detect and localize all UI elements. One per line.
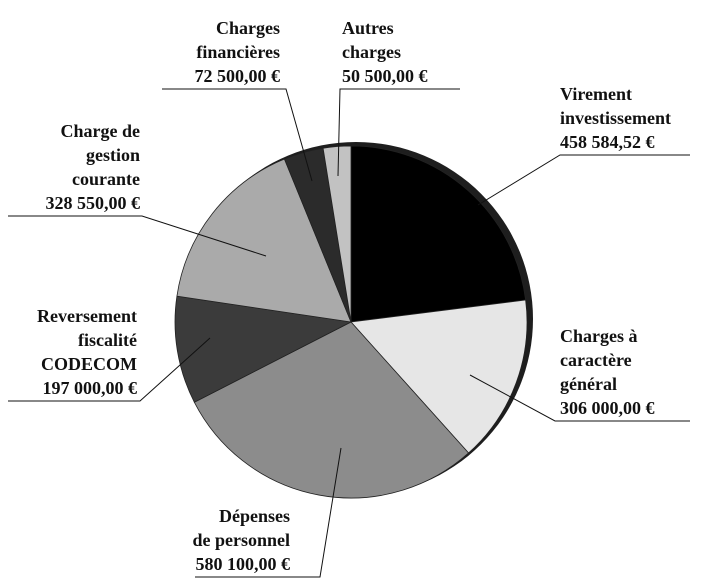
pie-slice <box>174 295 353 403</box>
category-name: Charges à caractère général <box>560 326 638 394</box>
pie-slice <box>350 299 528 454</box>
category-name: Charges financières <box>196 18 280 62</box>
category-name: Dépenses de personnel <box>192 506 290 550</box>
pie-slice <box>350 145 527 323</box>
slice-label: Charges à caractère général 306 000,00 € <box>560 324 655 420</box>
value-label: 50 500,00 € <box>342 66 428 86</box>
slice-label: Virement investissement 458 584,52 € <box>560 82 671 154</box>
pie-slice <box>322 145 352 323</box>
leader-line <box>469 374 690 422</box>
value-label: 458 584,52 € <box>560 132 655 152</box>
category-name: Reversement fiscalité CODECOM <box>37 306 137 374</box>
category-name: Charge de gestion courante <box>60 121 141 189</box>
leader-line <box>195 447 342 578</box>
slice-label: Charges financières 72 500,00 € <box>195 16 281 88</box>
value-label: 197 000,00 € <box>42 378 138 398</box>
pie-slice <box>176 158 352 323</box>
slice-label: Dépenses de personnel 580 100,00 € <box>192 504 290 576</box>
leader-line <box>162 88 313 182</box>
category-name: Virement investissement <box>560 84 671 128</box>
value-label: 580 100,00 € <box>195 554 291 574</box>
slice-label: Autres charges 50 500,00 € <box>342 16 428 88</box>
pie-slice <box>193 321 470 499</box>
slice-label: Reversement fiscalité CODECOM 197 000,00 … <box>37 304 137 400</box>
leader-line <box>8 337 211 402</box>
value-label: 328 550,00 € <box>45 193 141 213</box>
category-name: Autres charges <box>342 18 401 62</box>
leader-line <box>477 154 690 206</box>
leader-line <box>337 88 460 177</box>
leader-line <box>8 215 267 257</box>
value-label: 72 500,00 € <box>194 66 281 86</box>
slice-label: Charge de gestion courante 328 550,00 € <box>46 119 141 215</box>
value-label: 306 000,00 € <box>560 398 655 418</box>
